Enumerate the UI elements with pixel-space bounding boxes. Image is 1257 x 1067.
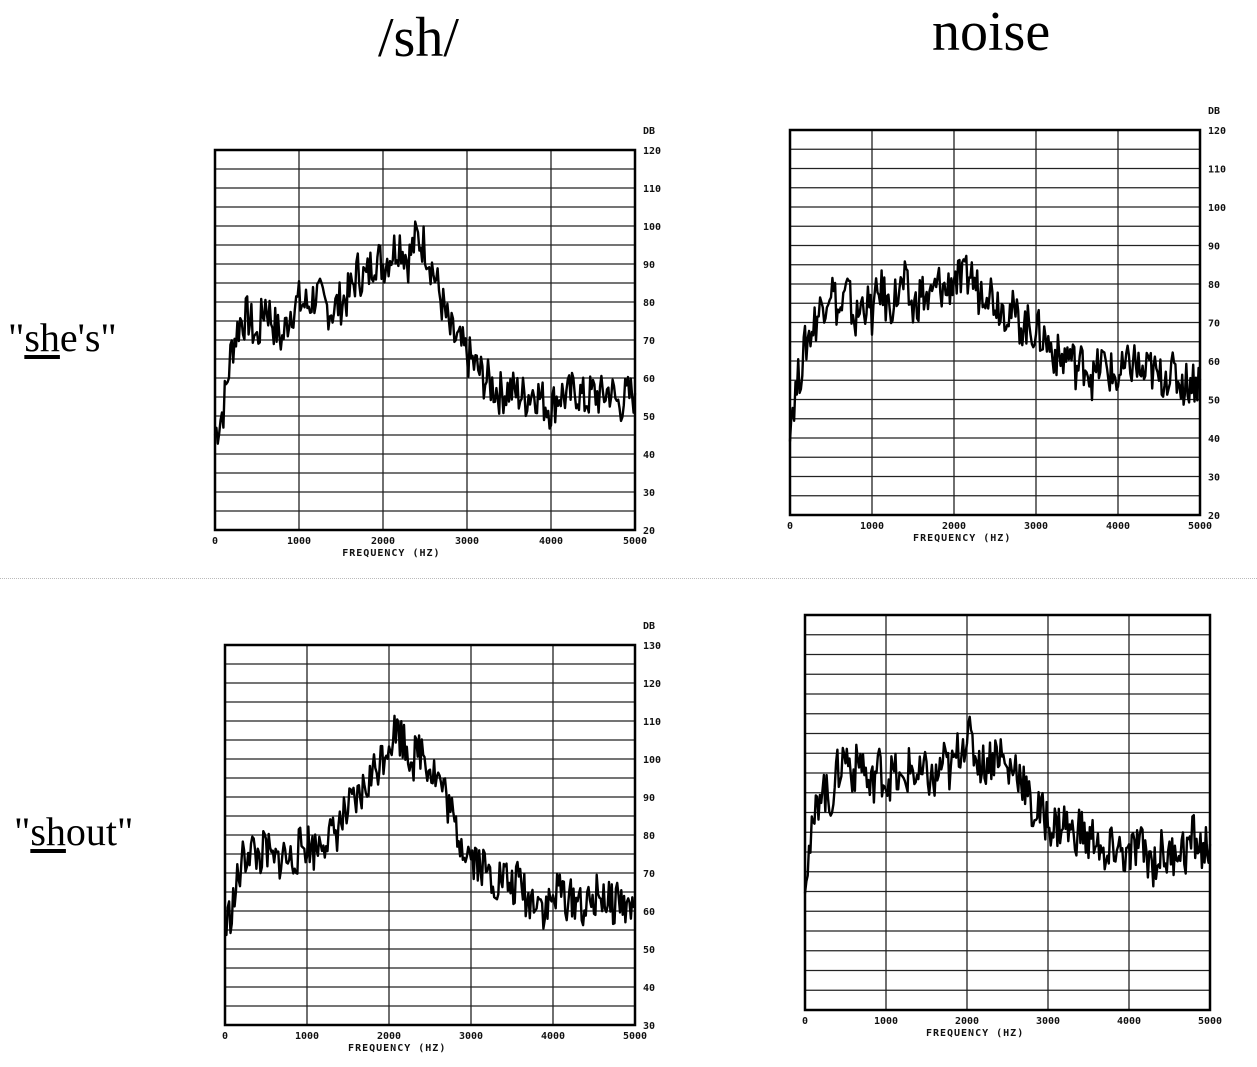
row-label-shes-underlined: sh [24, 315, 60, 360]
column-title-noise: noise [932, 1, 1051, 63]
y-tick-label: 60 [643, 374, 655, 385]
row-label-shes: "she's" [8, 318, 117, 358]
x-tick-label: 1000 [860, 521, 884, 532]
row-label-shout-post: out" [65, 809, 134, 854]
x-tick-label: 4000 [1106, 521, 1130, 532]
y-tick-label: 30 [1208, 473, 1220, 484]
column-title-sh: /sh/ [378, 7, 459, 69]
plot-frame [213, 148, 637, 532]
y-tick-label: 120 [643, 679, 661, 690]
plot-frame [803, 613, 1212, 1012]
x-tick-label: 4000 [1117, 1016, 1141, 1027]
y-tick-label: 70 [1208, 319, 1220, 330]
y-tick-label: 90 [1208, 242, 1220, 253]
x-tick-label: 5000 [623, 1031, 647, 1042]
y-tick-label: 50 [643, 412, 655, 423]
y-tick-label: 40 [643, 983, 655, 994]
spectrum-plot-sh-shes: 0 1000 2000 3000 4000 5000 FREQUENCY (HZ) 20 30 4… [212, 126, 661, 559]
y-tick-label: 40 [643, 450, 655, 461]
x-tick-label: 0 [222, 1031, 228, 1042]
y-tick-label: 80 [1208, 280, 1220, 291]
x-axis-label: FREQUENCY (HZ) [913, 533, 1011, 544]
y-tick-label: 70 [643, 336, 655, 347]
y-tick-label: 100 [643, 755, 661, 766]
y-tick-label: 110 [643, 184, 661, 195]
x-axis-label: FREQUENCY (HZ) [342, 548, 440, 559]
row-label-shes-post: e's" [59, 315, 117, 360]
y-tick-label: 30 [643, 1021, 655, 1032]
row-label-shout: "shout" [14, 812, 133, 852]
y-tick-label: 120 [1208, 126, 1226, 137]
y-tick-label: 90 [643, 260, 655, 271]
spectrum-plot-sh-shout: 0 1000 2000 3000 4000 5000 FREQUENCY (HZ) 30 40 5… [222, 621, 661, 1054]
row-label-shout-pre: " [14, 809, 31, 854]
spectrum-plot-noise-shes: 0 1000 2000 3000 4000 5000 FREQUENCY (HZ) 20 30 4… [787, 106, 1226, 544]
y-tick-label: 50 [1208, 396, 1220, 407]
x-tick-label: 3000 [1036, 1016, 1060, 1027]
y-tick-label: 100 [643, 222, 661, 233]
y-tick-label: 80 [643, 298, 655, 309]
x-tick-label: 2000 [955, 1016, 979, 1027]
x-tick-label: 1000 [287, 536, 311, 547]
spectrum-line [788, 254, 1202, 442]
x-tick-label: 4000 [539, 536, 563, 547]
y-tick-label: 50 [643, 945, 655, 956]
y-tick-label: 20 [643, 526, 655, 537]
y-unit-label: DB [643, 621, 655, 632]
x-tick-label: 1000 [295, 1031, 319, 1042]
row-label-shes-pre: " [8, 315, 25, 360]
x-tick-label: 0 [212, 536, 218, 547]
x-tick-label: 3000 [1024, 521, 1048, 532]
y-tick-label: 60 [1208, 357, 1220, 368]
x-axis-label: FREQUENCY (HZ) [348, 1043, 446, 1054]
y-tick-label: 110 [1208, 165, 1226, 176]
y-tick-label: 40 [1208, 434, 1220, 445]
y-tick-label: 110 [643, 717, 661, 728]
y-tick-label: 80 [643, 831, 655, 842]
plot-frame [223, 643, 637, 1027]
y-tick-label: 20 [1208, 511, 1220, 522]
x-tick-label: 2000 [377, 1031, 401, 1042]
y-tick-label: 30 [643, 488, 655, 499]
x-tick-label: 1000 [874, 1016, 898, 1027]
x-tick-label: 0 [802, 1016, 808, 1027]
x-tick-label: 3000 [459, 1031, 483, 1042]
x-tick-label: 5000 [623, 536, 647, 547]
x-tick-label: 2000 [942, 521, 966, 532]
x-axis-label: FREQUENCY (HZ) [926, 1028, 1024, 1039]
x-tick-label: 3000 [455, 536, 479, 547]
spectrum-plot-noise-shout: 0 1000 2000 3000 4000 5000 FREQUENCY (HZ) [802, 613, 1222, 1039]
spectrum-line [223, 714, 637, 937]
spectrum-line [213, 220, 637, 445]
y-tick-label: 120 [643, 146, 661, 157]
y-tick-label: 100 [1208, 203, 1226, 214]
y-tick-label: 60 [643, 907, 655, 918]
plot-frame [788, 128, 1202, 517]
y-unit-label: DB [643, 126, 655, 137]
x-tick-label: 5000 [1198, 1016, 1222, 1027]
x-tick-label: 5000 [1188, 521, 1212, 532]
y-tick-label: 70 [643, 869, 655, 880]
y-tick-label: 130 [643, 641, 661, 652]
x-tick-label: 4000 [541, 1031, 565, 1042]
x-tick-label: 0 [787, 521, 793, 532]
scan-divider [0, 578, 1257, 579]
y-tick-label: 90 [643, 793, 655, 804]
x-tick-label: 2000 [371, 536, 395, 547]
y-unit-label: DB [1208, 106, 1220, 117]
spectrum-line [803, 715, 1212, 894]
row-label-shout-underlined: sh [30, 809, 66, 854]
